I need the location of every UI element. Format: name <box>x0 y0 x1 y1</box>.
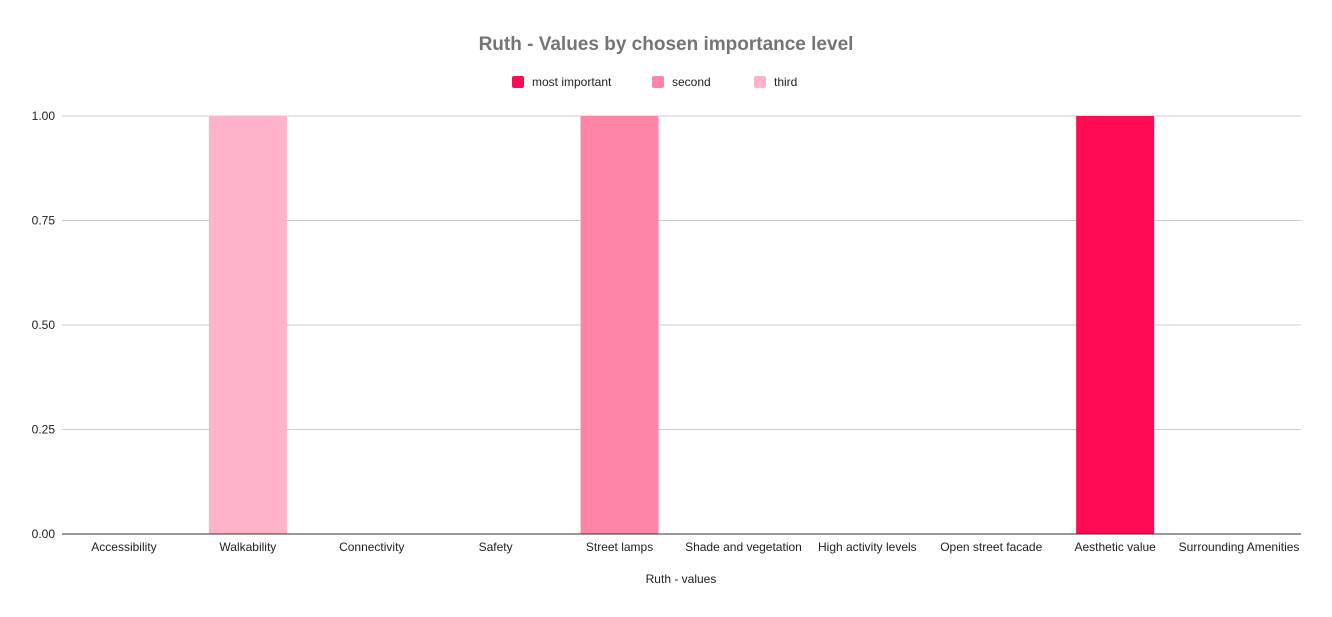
x-tick-label: Connectivity <box>339 540 404 554</box>
x-tick-label: High activity levels <box>818 540 917 554</box>
x-tick-label: Accessibility <box>91 540 156 554</box>
y-tick-label: 0.50 <box>32 318 56 332</box>
bar <box>208 116 287 534</box>
legend-label: third <box>774 75 797 89</box>
y-tick-label: 0.00 <box>32 527 56 541</box>
bars <box>208 116 1155 534</box>
y-axis-ticks: 0.00 0.25 0.50 0.75 1.00 <box>32 109 56 541</box>
x-tick-label: Aesthetic value <box>1074 540 1156 554</box>
x-axis-ticks: Accessibility Walkability Connectivity Safe… <box>91 540 1299 554</box>
legend-label: most important <box>532 75 612 89</box>
legend-swatch <box>754 76 766 88</box>
x-tick-label: Safety <box>479 540 513 554</box>
chart-title: Ruth - Values by chosen importance level <box>479 34 854 55</box>
x-tick-label: Shade and vegetation <box>685 540 802 554</box>
x-tick-label: Walkability <box>219 540 276 554</box>
legend-label: second <box>672 75 711 89</box>
x-tick-label: Open street facade <box>940 540 1042 554</box>
y-tick-label: 0.25 <box>32 423 56 437</box>
y-tick-label: 0.75 <box>32 214 56 228</box>
legend-swatch <box>652 76 664 88</box>
bar <box>1076 116 1155 534</box>
legend-swatch <box>512 76 524 88</box>
y-tick-label: 1.00 <box>32 109 56 123</box>
legend: most important second third <box>512 75 797 89</box>
x-axis-label: Ruth - values <box>646 572 717 586</box>
x-tick-label: Street lamps <box>586 540 653 554</box>
x-tick-label: Surrounding Amenities <box>1179 540 1300 554</box>
bar <box>580 116 659 534</box>
